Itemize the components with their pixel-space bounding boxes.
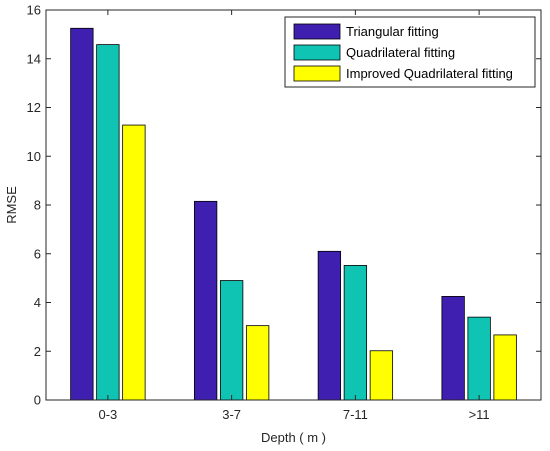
y-tick-label-2: 4 bbox=[34, 295, 41, 310]
legend: Triangular fitting Quadrilateral fitting… bbox=[284, 16, 536, 88]
y-tick-label-0: 0 bbox=[34, 393, 41, 408]
legend-swatch-triangular bbox=[293, 23, 341, 40]
y-tick-label-7: 14 bbox=[27, 51, 41, 66]
legend-label-improved-quadrilateral: Improved Quadrilateral fitting bbox=[346, 66, 513, 81]
legend-label-triangular: Triangular fitting bbox=[346, 24, 439, 39]
bar-series1-1 bbox=[219, 280, 244, 401]
bar-series1-2 bbox=[343, 265, 368, 401]
legend-label-quadrilateral: Quadrilateral fitting bbox=[346, 45, 455, 60]
x-tick-label-3: >11 bbox=[469, 407, 490, 422]
plot-frame bbox=[45, 9, 542, 401]
y-tick-label-4: 8 bbox=[34, 198, 41, 213]
bar-series0-1 bbox=[193, 200, 218, 401]
legend-swatch-improved-quadrilateral bbox=[293, 65, 341, 82]
bar-series0-2 bbox=[317, 250, 342, 401]
y-tick-label-3: 6 bbox=[34, 246, 41, 261]
bar-series1-3 bbox=[467, 316, 491, 401]
y-tick-label-5: 10 bbox=[27, 149, 41, 164]
bar-series0-3 bbox=[441, 296, 465, 401]
y-axis-title: RMSE bbox=[4, 186, 19, 224]
legend-swatch-quadrilateral bbox=[293, 44, 341, 61]
ticks-group: 0-3 3-7 7-11 >11 0 2 4 6 8 10 12 14 16 bbox=[27, 3, 541, 422]
bar-series1-0 bbox=[96, 44, 120, 401]
y-tick-label-1: 2 bbox=[34, 344, 41, 359]
bar-series2-2 bbox=[369, 350, 394, 401]
x-tick-label-1: 3-7 bbox=[222, 407, 241, 422]
bar-series2-3 bbox=[493, 334, 517, 401]
y-tick-label-6: 12 bbox=[27, 100, 41, 115]
x-tick-label-0: 0-3 bbox=[98, 407, 117, 422]
bar-series2-1 bbox=[245, 325, 270, 401]
x-tick-label-2: 7-11 bbox=[343, 407, 368, 422]
bars-group bbox=[70, 27, 517, 401]
x-axis-title: Depth ( m ) bbox=[261, 430, 326, 445]
bar-series2-0 bbox=[122, 124, 146, 401]
y-tick-label-8: 16 bbox=[27, 3, 41, 18]
bar-series0-0 bbox=[70, 27, 94, 401]
